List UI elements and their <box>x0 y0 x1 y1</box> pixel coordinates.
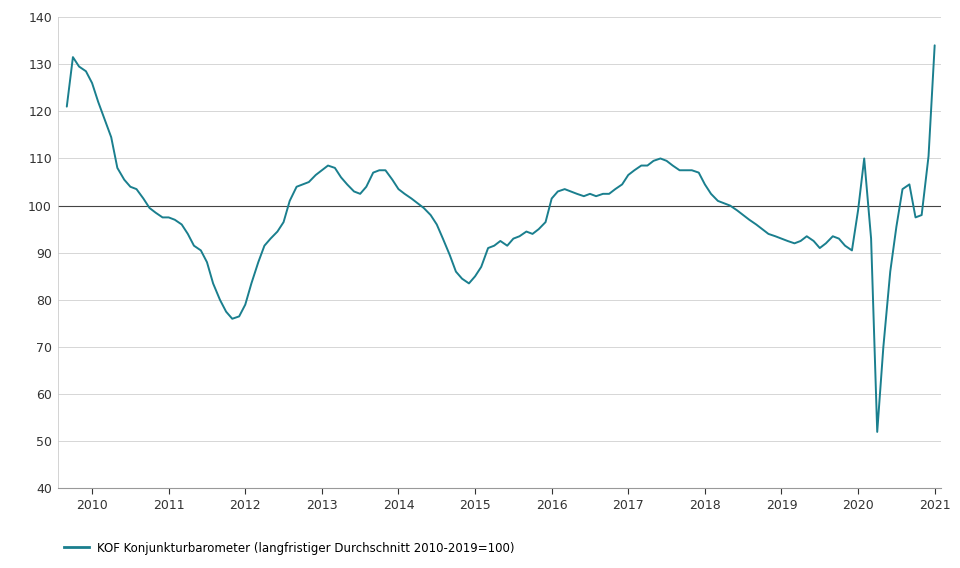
Legend: KOF Konjunkturbarometer (langfristiger Durchschnitt 2010-2019=100): KOF Konjunkturbarometer (langfristiger D… <box>63 541 514 554</box>
